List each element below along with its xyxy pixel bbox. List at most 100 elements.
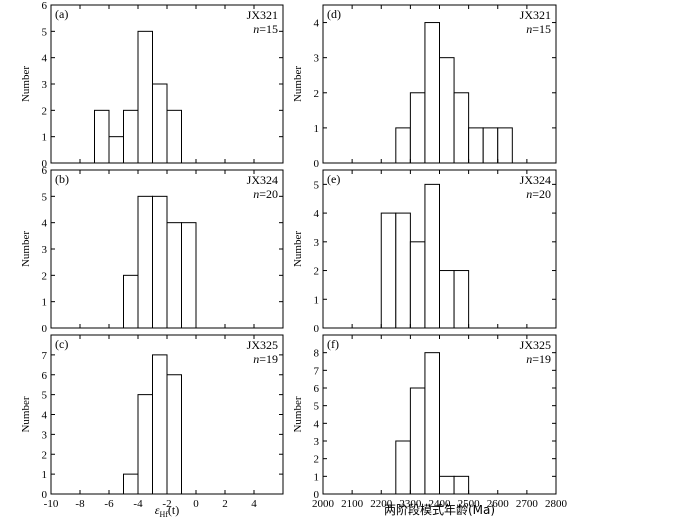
histogram-bar — [424, 352, 440, 495]
x-tick-label: 2200 — [370, 498, 393, 510]
sample-count: n=19 — [253, 352, 278, 366]
time-argument: (t) — [168, 503, 179, 517]
histogram-bar — [166, 374, 182, 495]
panel-label: (f) — [327, 337, 339, 351]
panel-label: (e) — [327, 172, 340, 186]
x-tick-label: 4 — [251, 498, 257, 510]
sample-count: n=20 — [253, 187, 278, 201]
y-axis-label: Number — [292, 66, 304, 102]
sample-count: n=19 — [526, 352, 551, 366]
x-tick-label: 2500 — [458, 498, 481, 510]
y-tick-label: 0 — [314, 489, 320, 501]
y-tick-label: 1 — [42, 469, 48, 481]
y-axis-label: Number — [292, 396, 304, 432]
y-tick-label: 2 — [42, 105, 48, 117]
x-tick-label: -6 — [104, 498, 114, 510]
histogram-bar — [424, 22, 440, 164]
histogram-bar — [137, 30, 153, 164]
sample-count-value: =15 — [259, 22, 278, 36]
y-tick-label: 1 — [314, 294, 320, 306]
y-tick-label: 5 — [314, 179, 320, 191]
y-tick-label: 4 — [314, 18, 320, 30]
y-axis-label: Number — [20, 396, 32, 432]
sample-name: JX321 — [247, 8, 278, 22]
y-tick-label: 7 — [42, 350, 48, 362]
x-tick-label: 2 — [222, 498, 228, 510]
histogram-bar — [497, 127, 513, 164]
histogram-bar — [181, 222, 197, 329]
sample-name: JX321 — [520, 8, 551, 22]
y-tick-label: 2 — [42, 449, 48, 461]
histogram-panel-6: 0 1 2 3 4 5 6 7 8 2000 2100 2200 2300 2400 2500 2600 270… — [292, 334, 568, 510]
panel-label: (d) — [327, 7, 341, 21]
histogram-bar — [424, 183, 440, 329]
y-tick-label: 4 — [42, 53, 48, 65]
histogram-bar — [108, 136, 124, 164]
histogram-bar — [482, 127, 499, 164]
y-axis-label: Number — [292, 231, 304, 267]
y-tick-label: 3 — [42, 244, 48, 256]
panel-label: (b) — [55, 172, 69, 186]
x-tick-label: -4 — [133, 498, 143, 510]
sample-name: JX324 — [520, 173, 551, 187]
sample-count: n=15 — [526, 22, 551, 36]
y-tick-label: 5 — [42, 26, 48, 38]
histogram-bar — [395, 212, 411, 329]
y-tick-label: 3 — [42, 429, 48, 441]
x-tick-label: 2000 — [312, 498, 335, 510]
sample-count-letter: n — [526, 187, 532, 201]
y-tick-label: 4 — [314, 208, 320, 220]
y-tick-label: 0 — [42, 489, 48, 501]
hf-subscript: Hf — [159, 510, 168, 519]
y-tick-label: 0 — [314, 323, 320, 335]
y-tick-label: 1 — [42, 297, 48, 309]
x-tick-label: 2400 — [429, 498, 452, 510]
y-tick-label: 3 — [314, 237, 320, 249]
y-tick-label: 2 — [314, 266, 320, 278]
y-tick-label: 0 — [42, 158, 48, 170]
sample-name: JX325 — [247, 338, 278, 352]
histogram-bar — [166, 109, 182, 164]
y-tick-label: 5 — [42, 390, 48, 402]
histogram-bar — [468, 127, 484, 164]
x-tick-label: 2600 — [487, 498, 510, 510]
histogram-bar — [395, 440, 411, 495]
y-tick-label: 0 — [42, 323, 48, 335]
y-tick-label: 2 — [314, 454, 320, 466]
x-tick-label: 2300 — [399, 498, 422, 510]
y-tick-label: 4 — [42, 218, 48, 230]
histogram-bar — [137, 195, 153, 329]
y-tick-label: 7 — [314, 365, 320, 377]
y-tick-label: 3 — [314, 436, 320, 448]
sample-count-letter: n — [526, 22, 532, 36]
histogram-bar — [166, 222, 182, 329]
histogram-bar — [137, 394, 153, 495]
y-axis-label: Number — [20, 231, 32, 267]
y-tick-label: 4 — [314, 418, 320, 430]
x-tick-label: 2800 — [545, 498, 568, 510]
x-tick-label: 0 — [193, 498, 199, 510]
histogram-bar — [409, 241, 426, 329]
histogram-bar — [409, 92, 426, 164]
y-tick-label: 6 — [42, 370, 48, 382]
histogram-bar — [152, 195, 168, 329]
y-tick-label: 5 — [42, 191, 48, 203]
y-tick-label: 1 — [42, 132, 48, 144]
histogram-bar — [439, 270, 455, 329]
epsilon-symbol: ε — [155, 503, 160, 517]
histogram-bar — [380, 212, 397, 329]
y-tick-label: 3 — [42, 79, 48, 91]
y-tick-label: 5 — [314, 401, 320, 413]
y-tick-label: 2 — [314, 88, 320, 100]
sample-count-letter: n — [253, 22, 259, 36]
y-tick-label: 6 — [42, 0, 48, 12]
sample-count-value: =19 — [259, 352, 278, 366]
sample-count-value: =20 — [532, 187, 551, 201]
sample-count-letter: n — [253, 187, 259, 201]
y-tick-label: 1 — [314, 471, 320, 483]
histogram-bar — [123, 473, 139, 495]
x-tick-label: -8 — [75, 498, 85, 510]
